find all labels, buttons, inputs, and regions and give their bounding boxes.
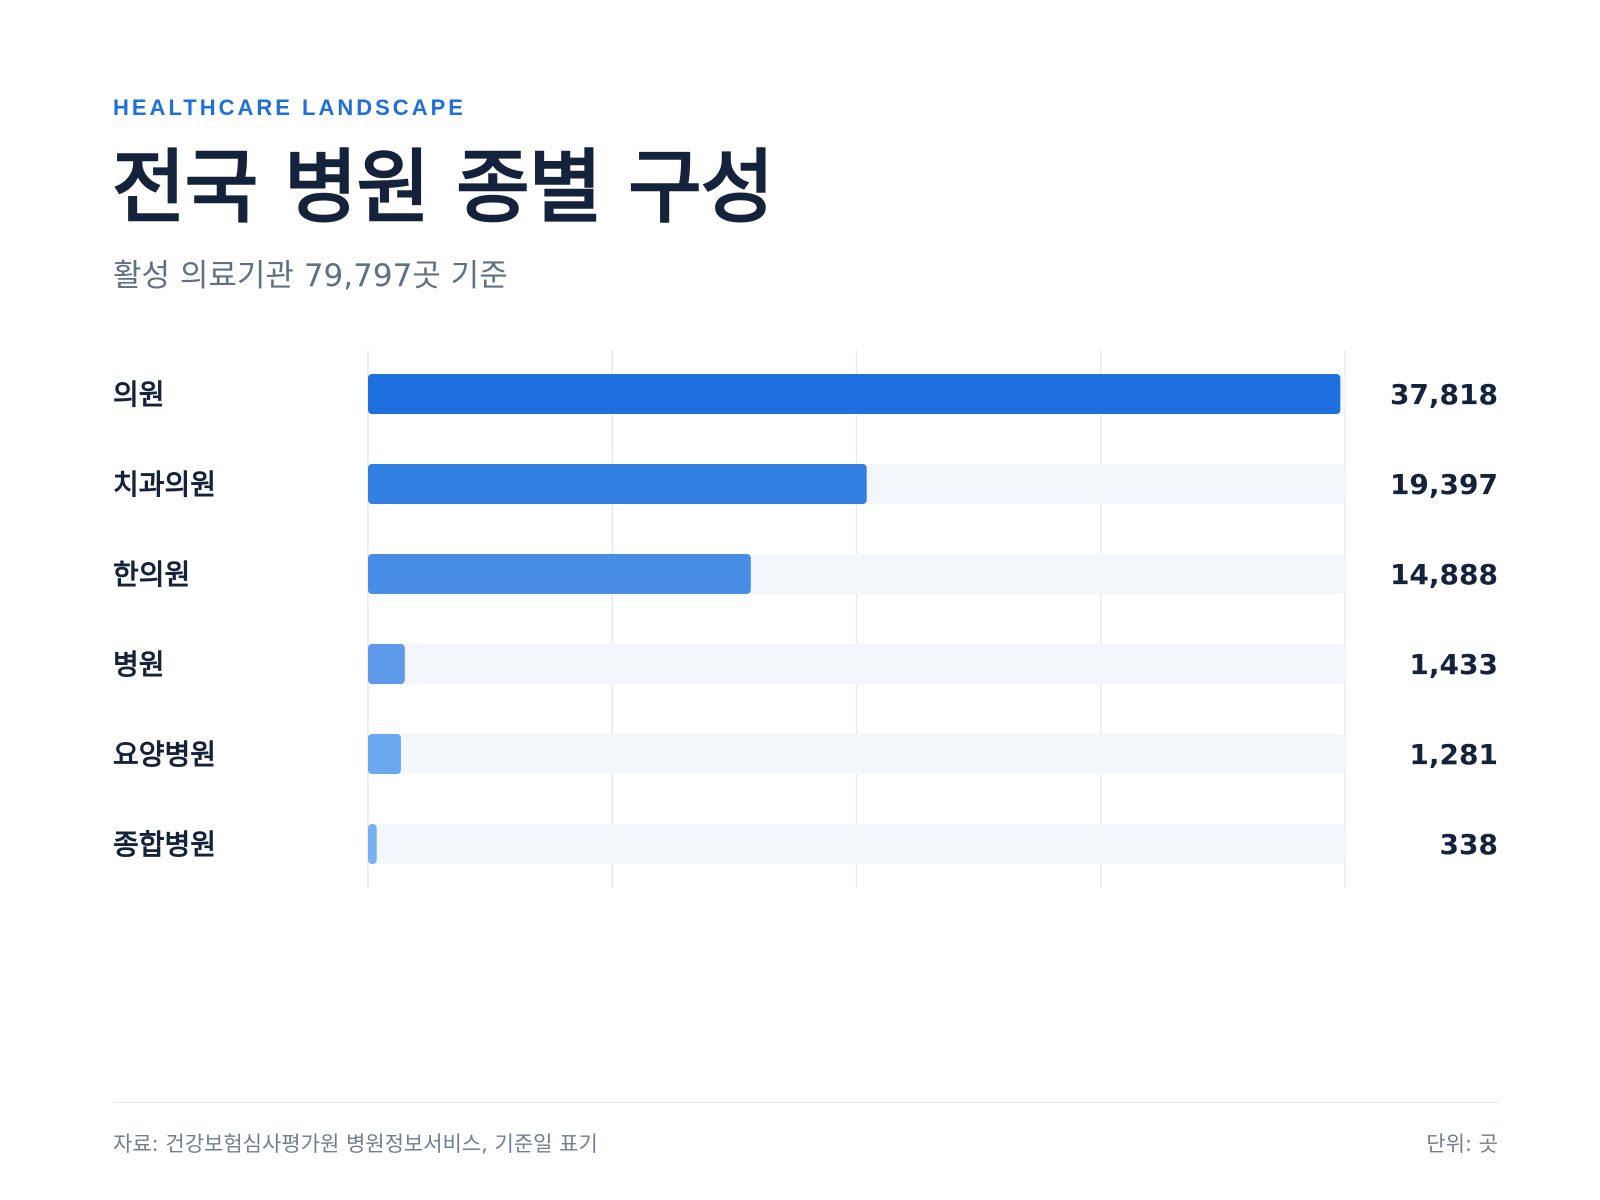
value-label: 14,888 — [1390, 558, 1498, 591]
bar — [368, 734, 401, 774]
footer-unit: 단위: 곳 — [1426, 1132, 1498, 1156]
value-label: 1,281 — [1409, 738, 1498, 771]
footer-source: 자료: 건강보험심사평가원 병원정보서비스, 기준일 표기 — [113, 1132, 598, 1156]
category-label: 의원 — [113, 378, 165, 411]
bar-track — [368, 824, 1345, 864]
footer-divider — [113, 1102, 1498, 1103]
value-label: 37,818 — [1390, 378, 1498, 411]
bar — [368, 554, 751, 594]
page-title: 전국 병원 종별 구성 — [112, 141, 774, 234]
bars — [368, 374, 1341, 864]
value-label: 1,433 — [1409, 648, 1498, 681]
bar — [368, 374, 1341, 414]
bar-track — [368, 644, 1345, 684]
category-label: 요양병원 — [113, 738, 216, 771]
bar — [368, 824, 377, 864]
bar-track — [368, 734, 1345, 774]
bar — [368, 644, 405, 684]
eyebrow-label: HEALTHCARE LANDSCAPE — [113, 95, 466, 120]
category-label: 종합병원 — [113, 828, 216, 861]
category-label: 한의원 — [113, 558, 190, 591]
page-subtitle: 활성 의료기관 79,797곳 기준 — [113, 258, 508, 294]
bar — [368, 464, 867, 504]
grid-lines — [367, 350, 1346, 888]
value-label: 19,397 — [1390, 468, 1498, 501]
category-label: 치과의원 — [113, 468, 216, 501]
value-labels: 37,818 19,397 14,888 1,433 1,281 338 — [1390, 378, 1498, 861]
value-label: 338 — [1440, 828, 1498, 861]
category-label: 병원 — [113, 648, 165, 681]
